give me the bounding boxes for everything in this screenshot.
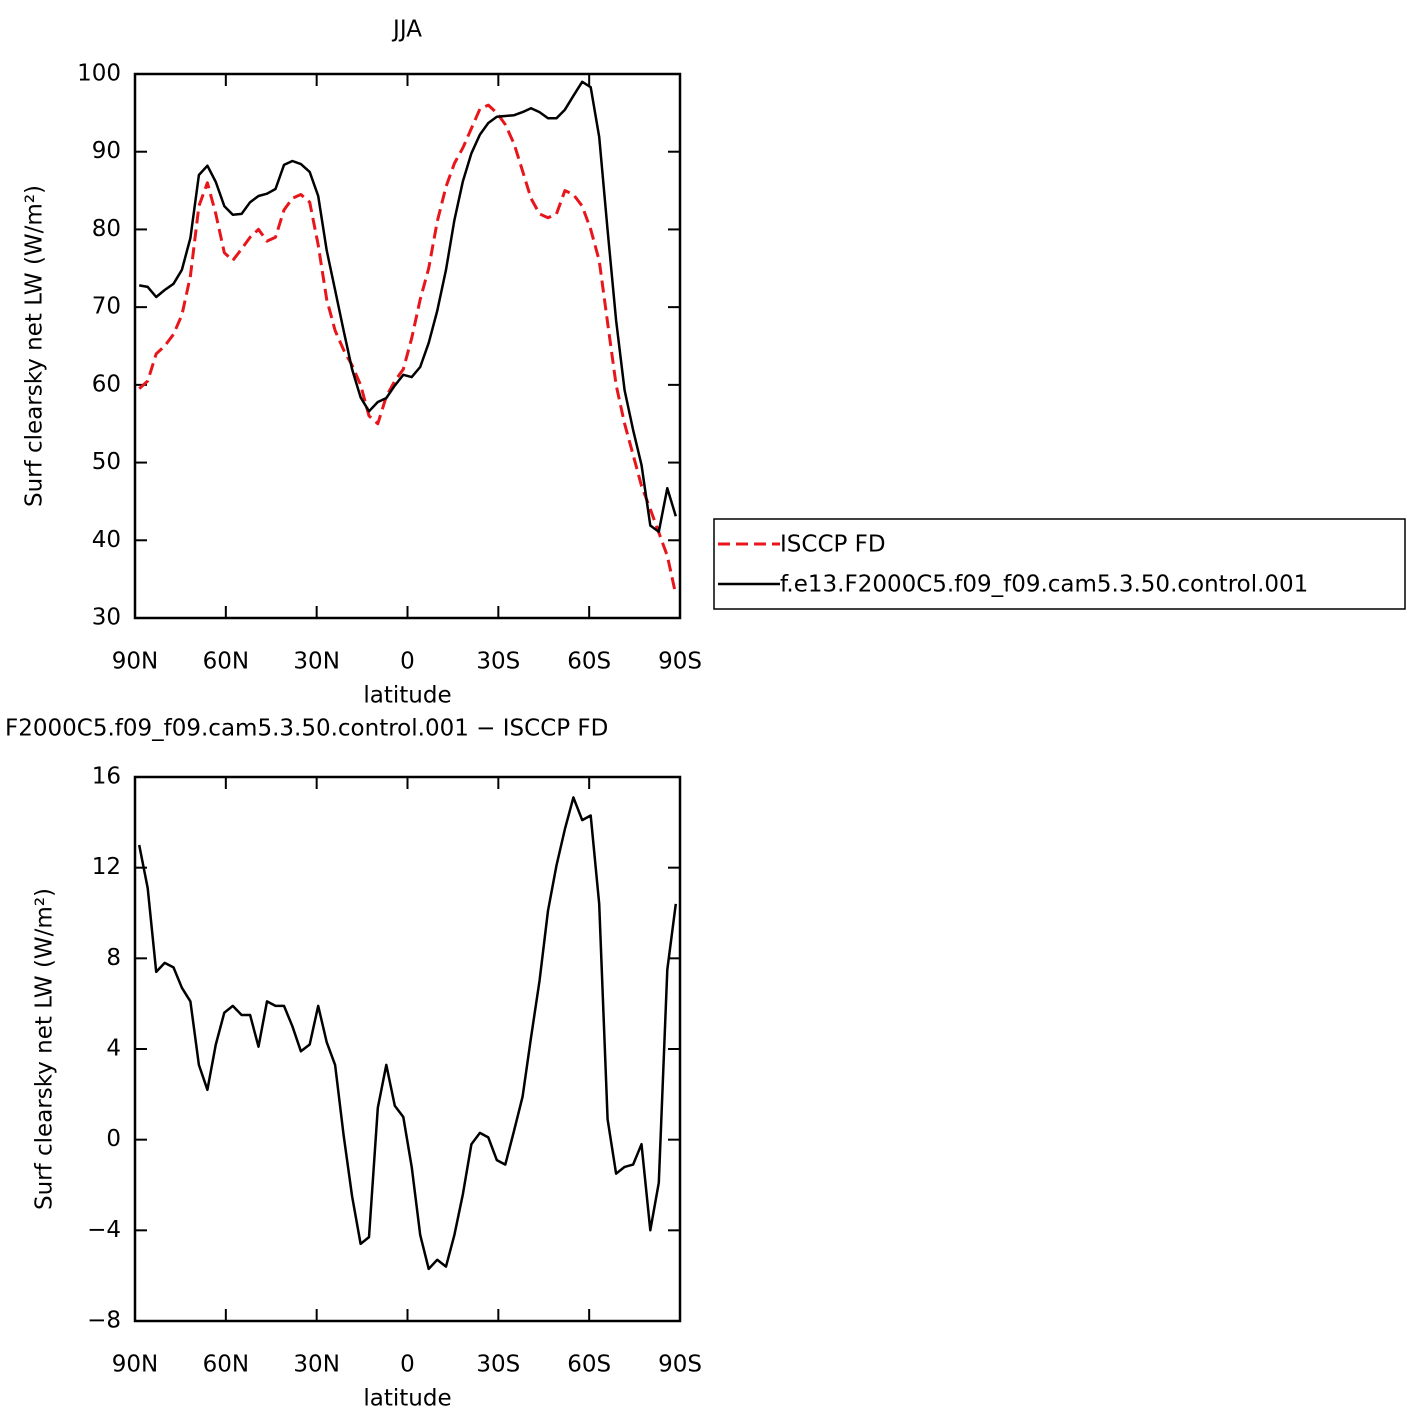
x-tick-label: 30S [476,1352,520,1378]
x-tick-label: 90S [658,1352,702,1378]
x-tick-label: 30N [293,1352,339,1378]
chart-title: F2000C5.f09_f09.cam5.3.50.control.001 − … [5,716,608,742]
y-tick-label: −8 [87,1308,121,1334]
y-tick-label: 100 [77,61,121,87]
y-tick-label: 8 [106,945,121,971]
x-tick-label: 0 [400,649,415,675]
y-axis-label: Surf clearsky net LW (W/m²) [22,185,48,507]
x-tick-label: 60S [567,1352,611,1378]
y-tick-label: 70 [92,294,121,320]
x-tick-label: 60N [203,1352,249,1378]
data-line [138,103,678,596]
x-tick-label: 60N [203,649,249,675]
x-tick-label: 90N [112,1352,158,1378]
y-tick-label: 40 [92,527,121,553]
y-tick-label: 12 [92,854,121,880]
x-tick-label: 60S [567,649,611,675]
y-tick-label: 4 [106,1036,121,1062]
data-line [138,80,677,533]
y-tick-label: −4 [87,1217,121,1243]
legend-label: ISCCP FD [780,532,886,558]
legend-label: f.e13.F2000C5.f09_f09.cam5.3.50.control.… [780,572,1308,598]
x-tick-label: 0 [400,1352,415,1378]
legend-box [713,518,1406,610]
plot-frame [133,775,682,1323]
y-tick-label: 80 [92,216,121,242]
y-tick-label: 16 [92,764,121,790]
y-tick-label: 60 [92,371,121,397]
y-tick-label: 50 [92,449,121,475]
y-tick-label: 30 [92,605,121,631]
y-tick-label: 90 [92,138,121,164]
data-line [137,796,678,1271]
x-tick-label: 90S [658,649,702,675]
x-tick-label: 90N [112,649,158,675]
x-axis-label: latitude [363,683,451,709]
y-tick-label: 0 [106,1126,121,1152]
plot-frame [133,72,682,620]
y-axis-label: Surf clearsky net LW (W/m²) [32,888,58,1210]
x-axis-label: latitude [363,1386,451,1412]
chart-title: JJA [391,17,422,43]
x-tick-label: 30N [293,649,339,675]
x-tick-label: 30S [476,649,520,675]
